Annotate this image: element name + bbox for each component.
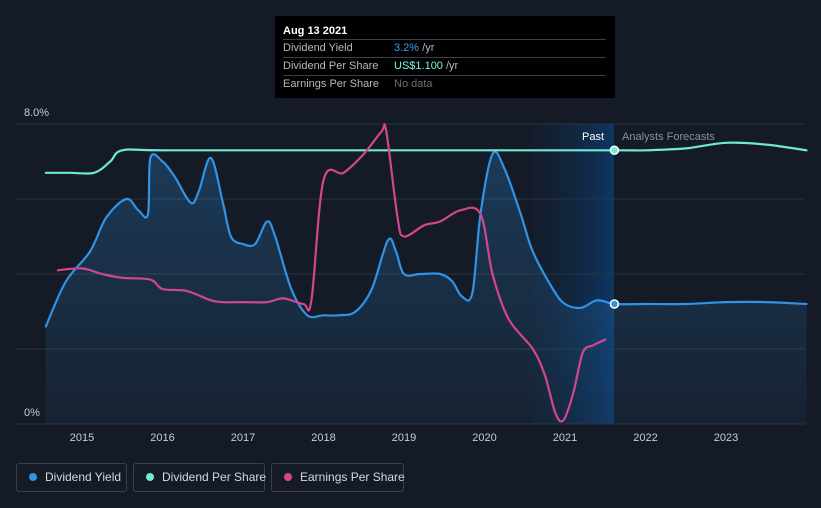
past-label: Past bbox=[582, 131, 604, 143]
legend-label: Dividend Per Share bbox=[162, 470, 267, 484]
legend-label: Dividend Yield bbox=[45, 470, 122, 484]
legend-dot-icon bbox=[284, 473, 292, 481]
dividend-yield-area bbox=[45, 151, 807, 424]
forecast-label: Analysts Forecasts bbox=[622, 131, 715, 143]
tooltip-unit: /yr bbox=[446, 60, 459, 72]
tooltip-value: 3.2% bbox=[394, 42, 420, 54]
tooltip-value: No data bbox=[394, 78, 433, 90]
dividend-yield-marker[interactable] bbox=[609, 299, 620, 309]
x-tick-label: 2017 bbox=[231, 432, 255, 444]
x-tick-label: 2022 bbox=[633, 432, 657, 444]
x-tick-label: 2015 bbox=[70, 432, 94, 444]
dividend-yield-line bbox=[44, 150, 808, 328]
x-tick-label: 2020 bbox=[472, 432, 496, 444]
x-tick-label: 2016 bbox=[150, 432, 174, 444]
legend-dividend-per-share[interactable]: Dividend Per Share bbox=[133, 463, 267, 492]
x-tick-label: 2023 bbox=[714, 432, 738, 444]
tooltip-row-earnings-per-share: Earnings Per Share No data bbox=[283, 76, 606, 93]
x-tick-label: 2019 bbox=[392, 432, 416, 444]
tooltip-row-dividend-yield: Dividend Yield 3.2% /yr bbox=[283, 40, 606, 58]
y-tick-top: 8.0% bbox=[24, 107, 49, 119]
dividend-per-share-marker[interactable] bbox=[609, 145, 620, 155]
tooltip-label: Dividend Yield bbox=[283, 42, 353, 54]
legend-label: Earnings Per Share bbox=[300, 470, 405, 484]
y-tick-bottom: 0% bbox=[24, 407, 40, 419]
earnings-per-share-line bbox=[56, 123, 607, 423]
legend-dot-icon bbox=[146, 473, 154, 481]
tooltip-value: US$1.100 bbox=[394, 60, 443, 72]
dividend-per-share-line bbox=[44, 141, 808, 175]
x-tick-label: 2021 bbox=[553, 432, 577, 444]
x-tick-label: 2018 bbox=[311, 432, 335, 444]
tooltip-label: Earnings Per Share bbox=[283, 78, 379, 90]
tooltip: Aug 13 2021 Dividend Yield 3.2% /yr Divid… bbox=[275, 16, 615, 98]
tooltip-unit: /yr bbox=[422, 42, 435, 54]
tooltip-row-dividend-per-share: Dividend Per Share US$1.100 /yr bbox=[283, 58, 606, 76]
legend-dividend-yield[interactable]: Dividend Yield bbox=[16, 463, 127, 492]
tooltip-label: Dividend Per Share bbox=[283, 60, 379, 72]
tooltip-date: Aug 13 2021 bbox=[283, 23, 606, 40]
legend-dot-icon bbox=[29, 473, 37, 481]
legend-earnings-per-share[interactable]: Earnings Per Share bbox=[271, 463, 405, 492]
